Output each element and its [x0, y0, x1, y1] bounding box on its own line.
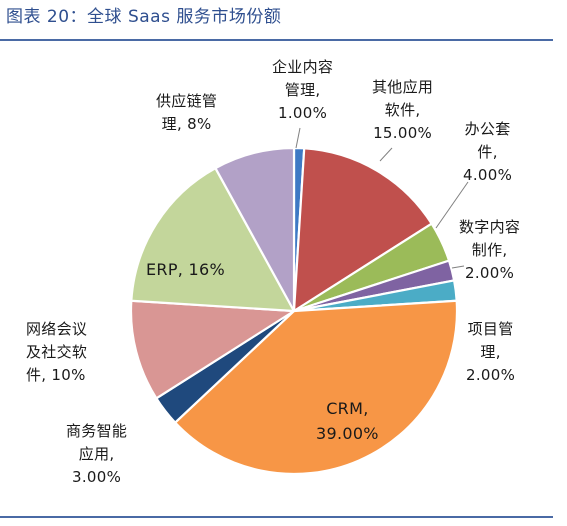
pie-slice-other — [292, 147, 433, 313]
title-divider — [0, 39, 553, 41]
pie-slice-supply — [214, 146, 296, 313]
pie-slice-crm — [174, 299, 459, 476]
label-erp: ERP, 16% — [146, 260, 226, 279]
leader-line — [295, 127, 301, 149]
leader-line — [451, 265, 465, 269]
leader-line — [435, 181, 469, 229]
label-office-suite: 办公套 件, 4.00% — [463, 120, 513, 184]
bottom-divider — [0, 516, 553, 518]
label-web-conferencing: 网络会议 及社交软 件, 10% — [26, 320, 88, 384]
pie-slice-webconf — [129, 299, 296, 400]
label-enterprise: 企业内容 管理, 1.00% — [272, 58, 334, 122]
label-supply-chain: 供应链管 理, 8% — [156, 92, 218, 133]
label-crm: CRM, 39.00% — [316, 399, 379, 443]
label-project-management: 项目管 理, 2.00% — [466, 320, 516, 384]
label-digital-content: 数字内容 制作, 2.00% — [459, 218, 521, 282]
pie-slice-erp — [130, 167, 296, 313]
chart-title: 图表 20：全球 Saas 服务市场份额 — [6, 7, 282, 27]
leader-line — [379, 147, 393, 162]
label-other-software: 其他应用 软件, 15.00% — [372, 78, 434, 142]
label-business-intelligence: 商务智能 应用, 3.00% — [66, 422, 128, 486]
